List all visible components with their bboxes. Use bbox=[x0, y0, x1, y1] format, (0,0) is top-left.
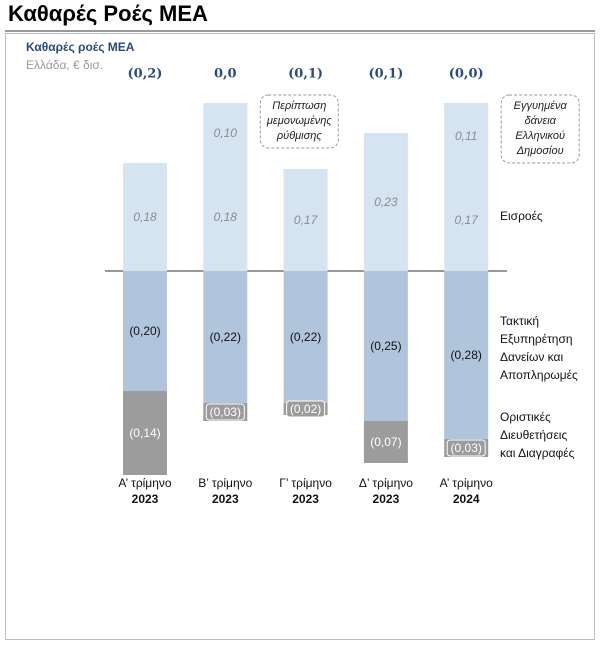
x-tick-label: Δ’ τρίμηνο bbox=[359, 476, 413, 490]
bar-segment bbox=[444, 271, 489, 439]
value-label: 0,17 bbox=[294, 213, 319, 227]
value-label: 0,11 bbox=[455, 129, 477, 143]
bar-segment bbox=[123, 271, 167, 391]
legend-label: Οριστικές bbox=[500, 410, 551, 424]
chart-subtitle: Ελλάδα, € δισ. bbox=[26, 58, 103, 72]
value-label: (0,22) bbox=[210, 330, 241, 344]
x-tick-label: Γ’ τρίμηνο bbox=[279, 476, 332, 490]
bar-segment bbox=[363, 271, 408, 421]
legend-label: Διευθετήσεις bbox=[500, 428, 567, 442]
legend-label: Εξυπηρέτηση bbox=[500, 332, 573, 346]
bar-segment bbox=[363, 133, 408, 271]
x-tick-label: Β’ τρίμηνο bbox=[198, 476, 252, 490]
bar-segment bbox=[203, 163, 248, 271]
value-label: (0,14) bbox=[129, 426, 160, 440]
value-label: (0,22) bbox=[290, 330, 321, 344]
value-label: 0,10 bbox=[214, 126, 238, 140]
total-label: (0,1) bbox=[368, 67, 403, 82]
x-tick-label: 2023 bbox=[132, 492, 159, 506]
annotation-text: δάνεια bbox=[524, 115, 556, 127]
legend-label: Εισροές bbox=[500, 209, 543, 223]
bar-segment bbox=[283, 271, 328, 403]
x-tick-label: 2023 bbox=[373, 492, 400, 506]
label-box bbox=[205, 403, 245, 421]
value-label: (0,07) bbox=[370, 435, 401, 449]
x-tick-label: 2023 bbox=[292, 492, 319, 506]
legend-label: Αποπληρωμές bbox=[500, 368, 578, 382]
x-tick-label: Α’ τρίμηνο bbox=[118, 476, 171, 490]
annotation-text: Ελληνικού bbox=[515, 130, 565, 142]
value-label: (0,03) bbox=[451, 441, 482, 455]
bar-segment bbox=[123, 163, 167, 271]
x-tick-label: 2024 bbox=[453, 492, 480, 506]
legend-label: Δανείων και bbox=[500, 350, 563, 364]
bar-segment bbox=[283, 169, 328, 271]
value-label: (0,28) bbox=[451, 348, 482, 362]
x-tick-label: 2023 bbox=[212, 492, 239, 506]
frame bbox=[5, 33, 595, 640]
label-box bbox=[286, 400, 326, 418]
annotation-text: Περίπτωση bbox=[272, 100, 326, 112]
value-label: (0,02) bbox=[290, 402, 321, 416]
chart-title: Καθαρές ροές ΜΕΑ bbox=[26, 40, 135, 54]
total-label: (0,0) bbox=[449, 67, 484, 82]
bar-segment bbox=[123, 391, 167, 475]
annotation-text: Δημοσίου bbox=[516, 145, 564, 157]
bar-segment bbox=[444, 169, 489, 271]
value-label: (0,25) bbox=[370, 339, 401, 353]
value-label: 0,18 bbox=[214, 210, 238, 224]
value-label: 0,17 bbox=[455, 213, 480, 227]
total-label: 0,0 bbox=[214, 67, 237, 82]
legend-label: Τακτική bbox=[500, 314, 539, 328]
bar-segment bbox=[203, 271, 248, 403]
value-label: 0,23 bbox=[374, 195, 398, 209]
bar-segment bbox=[363, 421, 408, 463]
total-label: (0,2) bbox=[128, 67, 163, 82]
value-label: (0,03) bbox=[210, 405, 241, 419]
value-label: (0,20) bbox=[129, 324, 160, 338]
annotation-text: Εγγυημένα bbox=[514, 100, 568, 112]
annotation-text: ρύθμισης bbox=[276, 130, 323, 142]
bar-segment bbox=[203, 103, 248, 163]
page-title: Καθαρές Ροές ΜΕΑ bbox=[8, 1, 208, 26]
label-box bbox=[446, 439, 486, 457]
annotation-box bbox=[500, 94, 580, 164]
bar-segment bbox=[444, 103, 489, 169]
total-label: (0,1) bbox=[288, 67, 323, 82]
x-tick-label: Α’ τρίμηνο bbox=[440, 476, 493, 490]
annotation-box bbox=[259, 94, 339, 149]
legend-label: και Διαγραφές bbox=[500, 446, 575, 460]
annotation-text: μεμονωμένης bbox=[266, 115, 333, 127]
value-label: 0,18 bbox=[133, 210, 157, 224]
